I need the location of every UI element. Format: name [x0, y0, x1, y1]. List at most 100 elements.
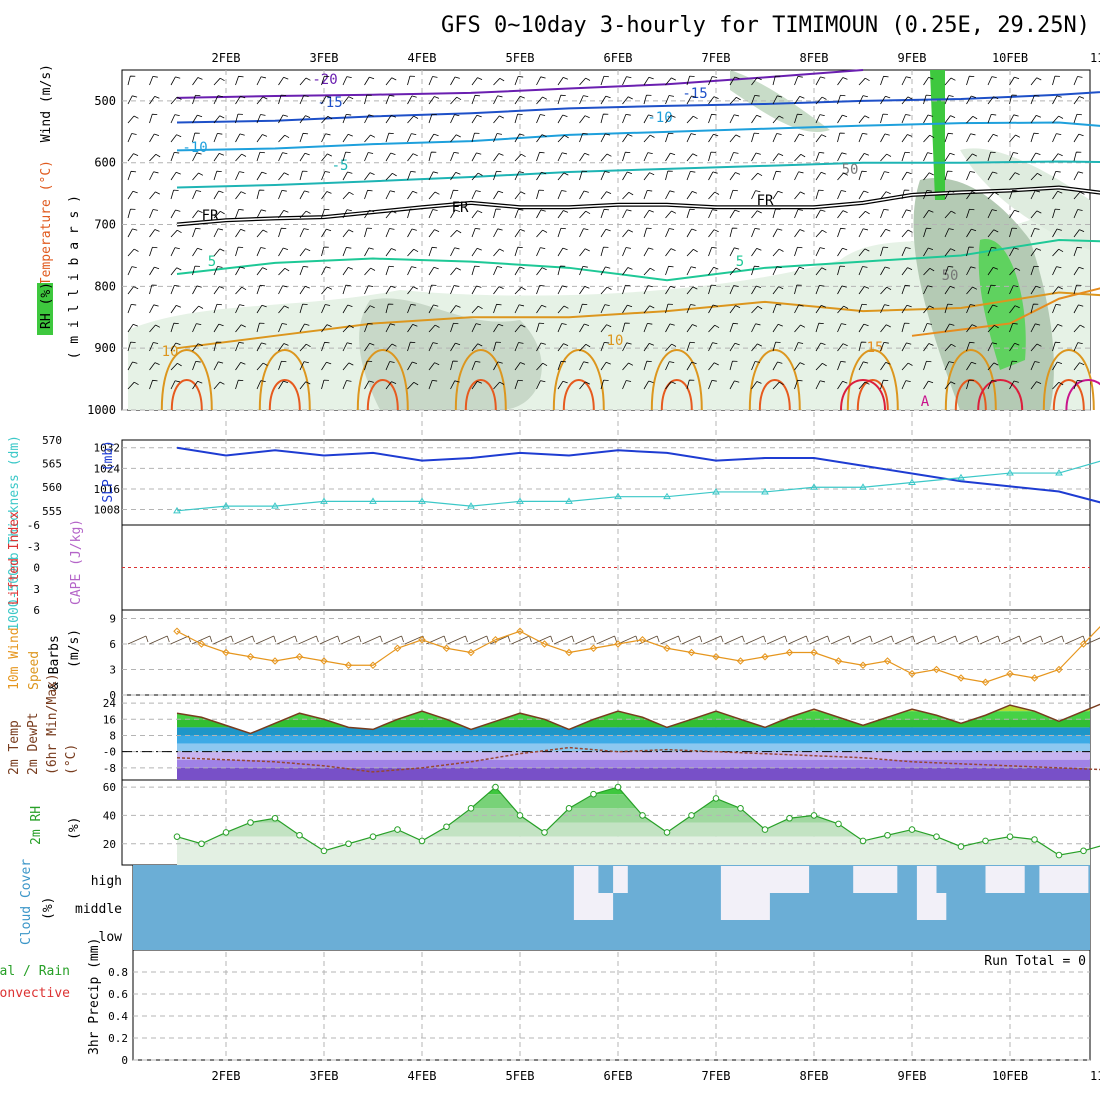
wind-barb	[342, 247, 352, 257]
contour-label: -15	[317, 95, 342, 111]
wind-barb	[299, 228, 309, 238]
wind-barb	[213, 323, 224, 333]
wind-barb	[751, 265, 760, 276]
wind-barb	[1073, 96, 1085, 105]
rh2m-marker	[835, 820, 842, 828]
wind-barb	[342, 96, 354, 105]
wind-barb	[923, 305, 934, 314]
wind10-marker	[222, 648, 230, 657]
wind-barb	[450, 285, 460, 295]
wind-barb	[450, 76, 460, 86]
wind-barb	[407, 153, 418, 162]
temp-tick-label: 16	[103, 713, 116, 726]
wind-barb	[192, 172, 204, 181]
wind-barb	[837, 94, 846, 105]
wind-barb	[127, 133, 137, 143]
rh2m-marker	[173, 833, 181, 840]
wind-barb	[686, 115, 698, 124]
wind-barb	[235, 379, 244, 390]
rh2m-line	[176, 786, 1100, 856]
rh2m-marker	[859, 837, 867, 845]
rh-tick-label: 40	[103, 809, 116, 822]
rh-legend-swatch	[37, 283, 53, 335]
date-label-bottom: 2FEB	[212, 1069, 241, 1083]
wind-barb	[1009, 322, 1018, 333]
wind-barb	[192, 265, 200, 276]
wind10-marker	[320, 657, 328, 665]
wind-barb	[514, 113, 523, 124]
wind-barb	[471, 114, 482, 124]
wind-barb	[729, 322, 739, 333]
wind-barb	[385, 210, 397, 219]
li-tick-label: 0	[33, 562, 40, 575]
wind-barb	[643, 152, 653, 162]
wind-barb	[708, 342, 718, 352]
wind10-marker	[516, 627, 524, 635]
wind-barb	[729, 227, 738, 238]
wind-barb	[364, 209, 375, 219]
wind-barb	[170, 267, 182, 276]
wind-barb	[213, 286, 225, 295]
wind-barb	[923, 172, 934, 181]
wind-barb	[450, 322, 459, 333]
wind-barb	[471, 265, 480, 276]
wind-barb	[428, 266, 439, 276]
wind-barb	[149, 133, 160, 143]
wind-barb	[858, 266, 868, 276]
wind-barb	[407, 361, 418, 371]
wind-barb	[235, 304, 245, 314]
wind-barb	[815, 267, 827, 276]
wind-barb	[923, 267, 935, 276]
wind-barb	[1009, 285, 1019, 295]
wind-barb	[794, 342, 804, 352]
wind-barb	[966, 246, 974, 257]
wind-barb	[1052, 324, 1063, 333]
wind-barb	[256, 229, 268, 238]
wind-barb	[170, 209, 181, 219]
wind-barb	[729, 342, 740, 352]
wind-barb	[1009, 189, 1018, 200]
wind-barb	[149, 362, 160, 371]
date-label-top: 8FEB	[800, 51, 829, 65]
wind-barb	[729, 114, 740, 124]
isotherm-arc	[268, 379, 301, 411]
wind-barb	[364, 380, 374, 390]
wind-barb	[235, 266, 245, 276]
wind-barb	[880, 228, 891, 238]
wind10-marker	[883, 657, 892, 665]
wind10-barb	[468, 635, 490, 645]
wind-barb	[514, 153, 526, 162]
wind-barb	[1030, 210, 1042, 219]
wind-barb	[536, 114, 546, 124]
wind-barb	[235, 342, 244, 352]
wind-barb	[407, 115, 419, 124]
wind-barb	[643, 114, 654, 124]
wind-barb	[600, 95, 611, 105]
wind-barb	[987, 113, 997, 124]
wind10-barb	[1022, 635, 1043, 645]
wind-barb	[321, 95, 332, 105]
wind-barb	[364, 267, 376, 276]
wind10-barb	[766, 635, 788, 645]
wind-barb	[1073, 324, 1085, 333]
wind-barb	[321, 75, 330, 86]
temp-band	[177, 703, 1090, 712]
wind-barb	[837, 77, 848, 86]
wind-barb	[192, 152, 202, 162]
wind-barb	[321, 361, 332, 371]
wind-barb	[622, 247, 632, 257]
thickness-marker	[810, 483, 818, 490]
wind-barb	[858, 77, 870, 86]
wind-barb	[450, 247, 460, 257]
wind-barb	[278, 76, 289, 86]
wind10-marker	[418, 636, 426, 644]
wind-barb	[944, 361, 954, 371]
wind-barb	[1052, 381, 1064, 390]
date-label-top: 6FEB	[604, 51, 633, 65]
slp-line	[176, 446, 1100, 504]
wind-barb	[600, 266, 611, 276]
pressure-tick-label: 1000	[87, 403, 116, 417]
wind-barb	[880, 362, 891, 371]
wind-barb	[235, 191, 246, 200]
wind-barb	[299, 210, 311, 219]
